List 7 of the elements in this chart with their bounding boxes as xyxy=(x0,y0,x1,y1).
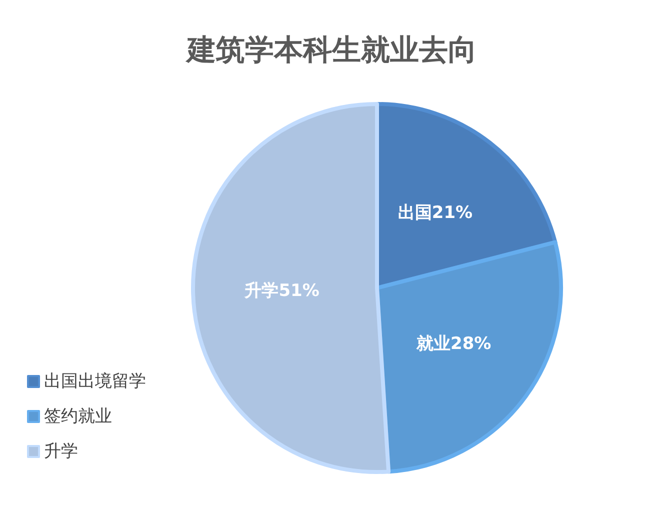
legend-label: 出国出境留学 xyxy=(44,372,146,392)
chart-title: 建筑学本科生就业去向 xyxy=(185,32,477,66)
data-label: 出国21% xyxy=(398,202,473,223)
legend-label: 升学 xyxy=(44,442,78,462)
data-label: 就业28% xyxy=(416,334,492,354)
data-label: 升学51% xyxy=(244,280,320,301)
legend-label: 签约就业 xyxy=(44,406,112,426)
